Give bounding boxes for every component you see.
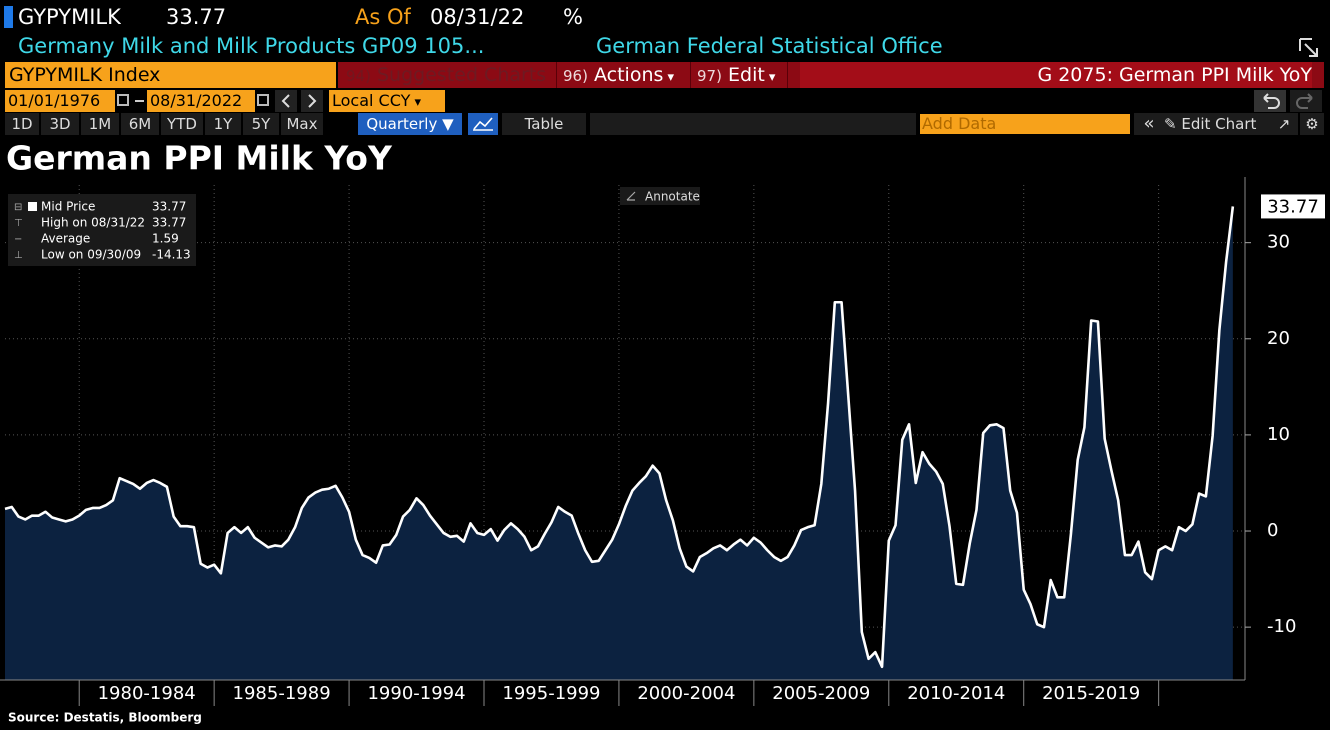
annotate-button[interactable]: [620, 187, 700, 205]
cursor-marker: [4, 6, 13, 28]
as-of-label: As Of: [355, 5, 411, 29]
menu-num: 96): [563, 67, 588, 85]
frequency-label: Quarterly: [366, 115, 438, 133]
y-tick-label: 0: [1267, 520, 1278, 541]
end-date[interactable]: 08/31/2022: [147, 90, 255, 112]
annotate-label: Annotate: [645, 190, 700, 204]
period-button[interactable]: 3D: [41, 113, 79, 135]
toolbar-spacer: [590, 113, 916, 135]
unit: %: [563, 5, 583, 29]
period-button[interactable]: 1D: [5, 113, 39, 135]
nav-arrows[interactable]: [275, 90, 325, 112]
x-tick-label: 2000-2004: [637, 683, 735, 704]
period-button[interactable]: Max: [281, 113, 323, 135]
edit-chart[interactable]: ✎ Edit Chart: [1164, 113, 1268, 135]
legend-label: Mid Price: [41, 200, 95, 214]
as-of-date: 08/31/22: [430, 5, 525, 29]
legend-label: Average: [41, 232, 90, 246]
x-tick-label: 2015-2019: [1042, 683, 1140, 704]
legend-label: High on 08/31/22: [41, 216, 145, 230]
popout-icon[interactable]: [1297, 36, 1323, 60]
period-button[interactable]: 5Y: [243, 113, 279, 135]
start-date[interactable]: 01/01/1976: [5, 90, 115, 112]
ticker: GYPYMILK: [18, 5, 121, 29]
period-button[interactable]: 6M: [121, 113, 159, 135]
legend-value: -14.13: [152, 248, 191, 262]
x-tick-label: 1990-1994: [367, 683, 465, 704]
edit-chart-label: Edit Chart: [1181, 115, 1257, 133]
legend-icon: ⊟: [14, 202, 22, 213]
period-button[interactable]: YTD: [161, 113, 203, 135]
source-org: German Federal Statistical Office: [596, 34, 943, 58]
legend-swatch: [28, 202, 37, 211]
menu-label: Suggested Charts: [377, 64, 547, 86]
add-data[interactable]: Add Data: [920, 114, 1130, 134]
currency[interactable]: Local CCY: [329, 90, 445, 112]
x-tick-label: 1980-1984: [98, 683, 196, 704]
legend-value: 33.77: [152, 216, 186, 230]
menu-label: Actions: [594, 64, 674, 86]
chart: German PPI Milk YoY Source: Destatis, Bl…: [0, 139, 1325, 725]
dash: [135, 100, 144, 102]
security-box[interactable]: GYPYMILK Index: [5, 62, 336, 88]
menu-edit[interactable]: 97) Edit: [690, 62, 788, 88]
menu-num: 94): [346, 67, 371, 85]
y-tick-label: 30: [1267, 232, 1290, 253]
legend-value: 1.59: [152, 232, 179, 246]
period-button[interactable]: 1M: [81, 113, 119, 135]
last-value-box: [1261, 194, 1325, 219]
menu-actions[interactable]: 96) Actions: [556, 62, 686, 88]
x-tick-label: 1995-1999: [502, 683, 600, 704]
menu-suggested[interactable]: 94) Suggested Charts: [340, 62, 553, 88]
area-fill: [5, 206, 1233, 680]
last-value-label: 33.77: [1267, 196, 1319, 217]
menu-num: 97): [697, 67, 722, 85]
menu-label: Edit: [728, 64, 775, 86]
collapse-icon[interactable]: «: [1136, 113, 1162, 135]
legend-box: [8, 194, 196, 266]
legend-icon: ⊤: [14, 218, 23, 229]
description: Germany Milk and Milk Products GP09 105.…: [18, 34, 485, 58]
table-button[interactable]: Table: [502, 113, 586, 135]
chart-title: German PPI Milk YoY: [6, 139, 393, 178]
last-price: 33.77: [166, 5, 227, 29]
series-line: [4, 206, 1235, 669]
undo-redo[interactable]: [1254, 90, 1324, 112]
y-tick-label: -10: [1267, 616, 1296, 637]
frequency[interactable]: Quarterly ▼: [358, 113, 462, 135]
calendar-icon[interactable]: [117, 94, 129, 106]
calendar-icon[interactable]: [257, 94, 269, 106]
x-tick-label: 1985-1989: [233, 683, 331, 704]
chart-type-icon[interactable]: [468, 113, 498, 135]
annotate-icon: [626, 191, 636, 201]
legend-icon: −: [14, 234, 22, 245]
y-tick-label: 10: [1267, 424, 1290, 445]
x-tick-label: 2005-2009: [772, 683, 870, 704]
legend-value: 33.77: [152, 200, 186, 214]
chart-id: G 2075: German PPI Milk YoY: [800, 62, 1312, 88]
settings-icon[interactable]: ⚙: [1300, 113, 1324, 135]
x-tick-label: 2010-2014: [907, 683, 1005, 704]
source-note: Source: Destatis, Bloomberg: [8, 711, 202, 725]
legend-icon: ⊥: [14, 250, 23, 261]
y-tick-label: 20: [1267, 328, 1290, 349]
legend-label: Low on 09/30/09: [41, 248, 141, 262]
resize-icon[interactable]: ↗: [1272, 113, 1296, 135]
period-button[interactable]: 1Y: [205, 113, 241, 135]
